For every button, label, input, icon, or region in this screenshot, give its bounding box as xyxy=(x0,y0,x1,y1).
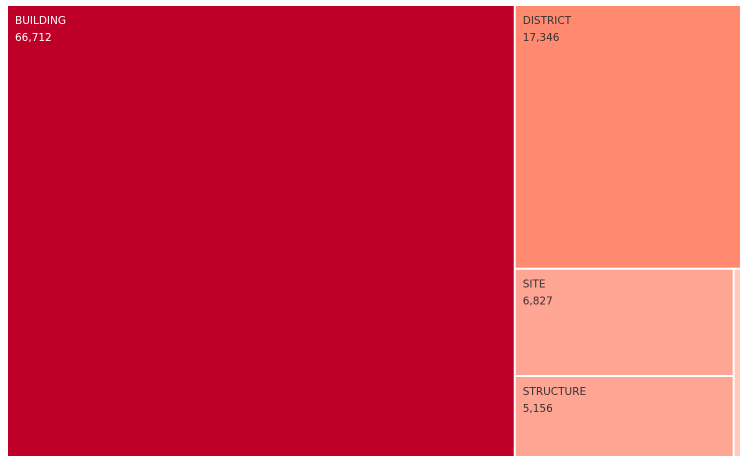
treemap-tile-other[interactable] xyxy=(734,269,740,456)
treemap-label-site: SITE xyxy=(523,279,546,291)
treemap-label-district: DISTRICT xyxy=(523,15,572,27)
treemap-value-site: 6,827 xyxy=(523,296,553,308)
treemap-tile-structure[interactable] xyxy=(515,376,733,456)
treemap-label-building: BUILDING xyxy=(15,15,66,27)
treemap-tile-building[interactable] xyxy=(8,6,514,456)
treemap-label-structure: STRUCTURE xyxy=(523,386,586,398)
treemap-value-district: 17,346 xyxy=(523,32,560,44)
treemap-tile-district[interactable] xyxy=(515,6,740,268)
treemap-value-building: 66,712 xyxy=(15,32,52,44)
treemap-value-structure: 5,156 xyxy=(523,403,553,415)
treemap-tile-site[interactable] xyxy=(515,269,733,375)
